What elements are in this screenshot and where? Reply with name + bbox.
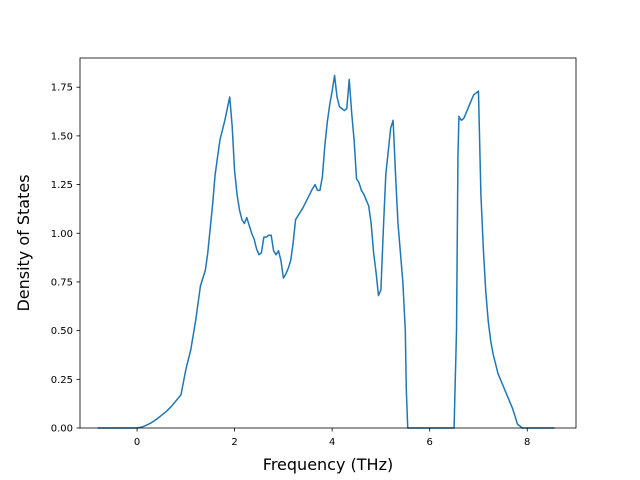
y-axis: 0.00 0.25 0.50 0.75 1.00 1.25 1.50 1.75	[51, 83, 80, 435]
x-tick-label: 4	[329, 437, 335, 448]
x-tick-label: 0	[134, 437, 140, 448]
dos-series-line	[97, 74, 555, 429]
x-axis: 0 2 4 6 8	[134, 428, 530, 448]
y-tick-label: 1.75	[51, 83, 73, 94]
y-tick-label: 0.75	[51, 277, 73, 288]
plot-area	[79, 57, 577, 429]
y-tick-label: 0.00	[51, 424, 73, 435]
y-axis-label: Density of States	[14, 174, 33, 311]
y-tick-label: 0.25	[51, 375, 73, 386]
y-tick-label: 1.00	[51, 229, 73, 240]
x-axis-label: Frequency (THz)	[263, 455, 393, 474]
y-tick-label: 1.25	[51, 180, 73, 191]
x-tick-label: 8	[524, 437, 530, 448]
x-tick-label: 2	[231, 437, 237, 448]
plot-frame	[79, 57, 577, 429]
x-tick-label: 6	[426, 437, 432, 448]
y-tick-label: 1.50	[51, 131, 73, 142]
y-tick-label: 0.50	[51, 326, 73, 337]
